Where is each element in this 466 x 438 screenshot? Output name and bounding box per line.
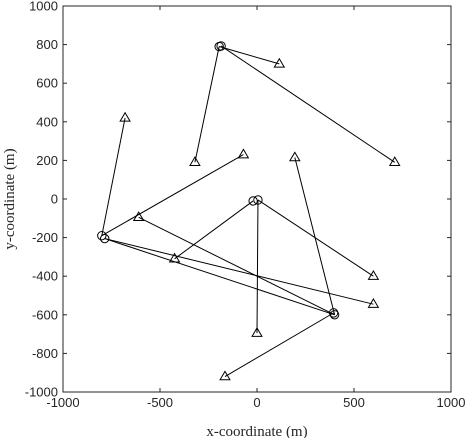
triangle-marker bbox=[273, 57, 286, 68]
x-tick-label: 500 bbox=[343, 395, 365, 410]
link-line bbox=[104, 238, 374, 305]
link-line bbox=[294, 157, 336, 315]
triangle-marker bbox=[219, 370, 231, 381]
x-tick-label: 1000 bbox=[437, 395, 466, 410]
circle-marker bbox=[329, 310, 340, 320]
link-line bbox=[194, 46, 220, 163]
y-tick-label: 0 bbox=[51, 192, 58, 207]
circle-marker bbox=[97, 230, 107, 241]
y-tick-label: -400 bbox=[32, 269, 58, 284]
triangle-marker bbox=[119, 111, 131, 122]
markers bbox=[97, 41, 401, 381]
link-line bbox=[219, 46, 280, 65]
link-line bbox=[256, 199, 259, 334]
x-tick-label: -500 bbox=[147, 395, 173, 410]
y-tick-label: 600 bbox=[36, 76, 58, 91]
triangle-marker bbox=[388, 156, 401, 167]
link-line bbox=[138, 216, 335, 316]
triangle-marker bbox=[237, 148, 250, 159]
y-tick-label: -1000 bbox=[25, 385, 58, 400]
y-tick-label: -600 bbox=[32, 307, 58, 322]
triangle-marker bbox=[251, 326, 263, 337]
link-line bbox=[220, 45, 396, 163]
x-tick-label: 0 bbox=[253, 395, 260, 410]
link-line bbox=[101, 117, 126, 236]
circle-marker bbox=[328, 308, 339, 318]
triangle-marker bbox=[132, 211, 145, 222]
link-line bbox=[174, 200, 254, 260]
x-axis-label: x-coordinate (m) bbox=[206, 424, 307, 438]
link-lines bbox=[101, 45, 396, 377]
y-tick-label: 800 bbox=[36, 37, 58, 52]
y-axis-ticks: -1000 -800 -600 -400 -200 0 200 400 600 800 1000 bbox=[25, 0, 451, 400]
y-tick-label: 200 bbox=[36, 153, 58, 168]
link-line bbox=[104, 238, 335, 316]
y-tick-label: 400 bbox=[36, 114, 58, 129]
y-tick-label: -200 bbox=[32, 230, 58, 245]
x-tick-label: -1000 bbox=[46, 395, 79, 410]
circle-marker bbox=[216, 41, 226, 51]
triangle-marker bbox=[367, 298, 380, 308]
triangle-marker bbox=[168, 252, 181, 263]
x-axis-ticks: -1000 -500 0 500 1000 bbox=[46, 6, 465, 410]
circle-marker bbox=[248, 196, 258, 206]
y-axis-label: y-coordinate (m) bbox=[2, 148, 18, 249]
link-line bbox=[224, 312, 334, 377]
link-line bbox=[101, 154, 244, 237]
circle-marker bbox=[253, 195, 263, 205]
triangle-marker bbox=[367, 270, 380, 280]
triangle-marker bbox=[189, 156, 201, 167]
triangle-marker bbox=[289, 151, 301, 162]
y-tick-label: -800 bbox=[32, 346, 58, 361]
y-tick-label: 1000 bbox=[29, 0, 58, 14]
circle-marker bbox=[100, 233, 110, 244]
